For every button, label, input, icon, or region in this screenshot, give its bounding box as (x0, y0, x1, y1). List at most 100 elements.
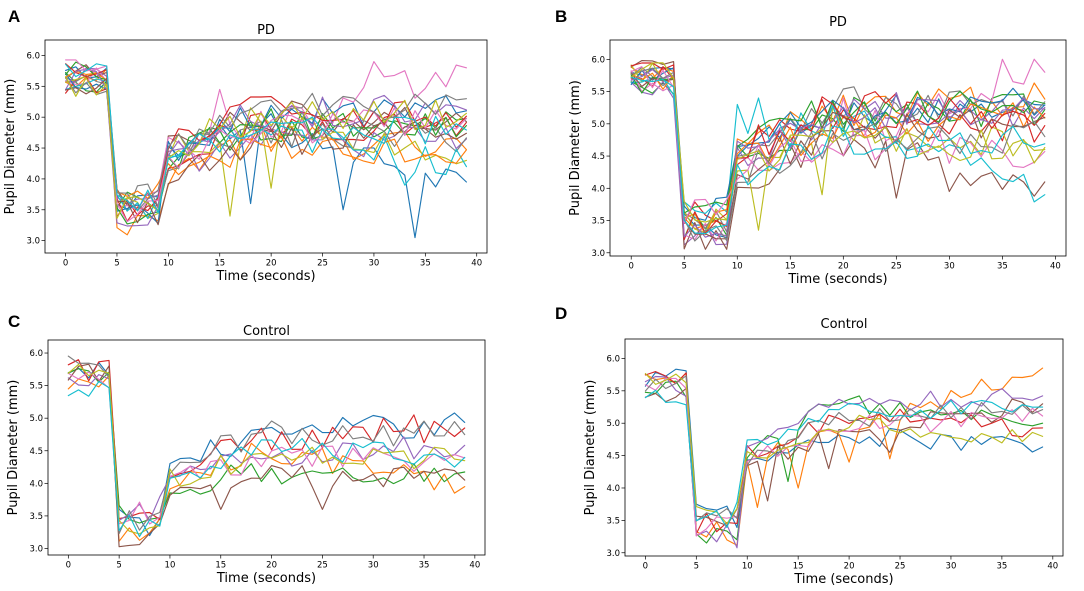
y-tick-label: 3.5 (26, 206, 40, 216)
x-tick-label: 30 (944, 262, 955, 272)
series-group (67, 355, 466, 548)
series-line-3 (67, 368, 466, 524)
x-tick-label: 10 (165, 561, 176, 571)
x-tick-label: 0 (643, 562, 648, 572)
plot-frame (624, 338, 1064, 557)
y-tick-label: 5.0 (606, 419, 620, 429)
x-tick-label: 5 (694, 562, 699, 572)
series-line-5 (67, 374, 466, 521)
y-tick-label: 3.5 (29, 512, 43, 522)
x-axis-label: Time (seconds) (787, 272, 887, 287)
x-tick-label: 10 (742, 562, 753, 572)
series-group (65, 59, 467, 239)
x-axis-label: Time (seconds) (216, 571, 316, 586)
panel-a: A PD 0 5 10 15 20 25 30 35 40 3.0 3.5 4.0 4.5 5.0 5.5 6.0… (3, 7, 488, 284)
panel-b: B PD 0 5 10 15 20 25 30 35 40 3.0 3.5 4.0 4.5 5.0 5.5 6.0… (555, 7, 1067, 287)
y-tick-label: 6.0 (26, 51, 40, 61)
series-line-6 (644, 387, 1044, 527)
chart-title: Control (243, 324, 290, 339)
y-tick-label: 4.5 (591, 152, 605, 162)
x-tick-label: 35 (996, 562, 1007, 572)
y-tick-label: 5.5 (606, 387, 620, 397)
x-tick-label: 5 (682, 262, 687, 272)
panel-letter: D (555, 304, 567, 323)
y-tick-label: 5.0 (26, 113, 40, 123)
series-line-14 (65, 63, 467, 222)
series-line-5 (644, 375, 1044, 549)
x-tick-label: 10 (163, 259, 174, 269)
x-tick-label: 20 (266, 259, 277, 269)
series-line-19 (630, 62, 1046, 223)
y-tick-label: 6.0 (606, 354, 620, 364)
y-tick-label: 5.0 (591, 120, 605, 130)
series-line-1 (644, 368, 1044, 529)
series-line-16 (65, 77, 467, 226)
x-tick-label: 35 (419, 561, 430, 571)
x-tick-label: 0 (628, 262, 633, 272)
x-tick-label: 35 (420, 259, 431, 269)
series-line-18 (630, 67, 1046, 242)
panel-letter: B (555, 7, 567, 26)
series-line-13 (630, 74, 1046, 214)
y-axis-label: Pupil Diameter (mm) (583, 380, 598, 516)
series-line-7 (644, 377, 1044, 537)
y-tick-label: 3.5 (606, 516, 620, 526)
x-axis-label: Time (seconds) (793, 572, 893, 587)
x-tick-label: 10 (732, 262, 743, 272)
series-line-9 (67, 363, 466, 535)
x-tick-label: 30 (946, 562, 957, 572)
y-tick-label: 3.0 (606, 549, 620, 559)
series-group (630, 58, 1046, 250)
chart-title: PD (829, 15, 847, 30)
series-line-17 (630, 66, 1046, 224)
series-line-3 (65, 71, 467, 211)
y-tick-label: 4.5 (606, 452, 620, 462)
plot-frame (609, 39, 1067, 257)
x-tick-label: 25 (891, 262, 902, 272)
chart-title: PD (257, 23, 275, 38)
series-line-12 (65, 70, 467, 199)
x-tick-label: 20 (844, 562, 855, 572)
series-line-19 (65, 76, 467, 219)
y-tick-label: 3.0 (29, 544, 43, 554)
series-line-14 (630, 62, 1046, 241)
x-tick-label: 25 (317, 561, 328, 571)
series-line-7 (67, 371, 466, 525)
series-line-1 (67, 361, 466, 537)
series-line-8 (67, 355, 466, 535)
chart-title: Control (821, 317, 868, 332)
x-tick-label: 30 (368, 561, 379, 571)
x-tick-label: 30 (369, 259, 380, 269)
x-tick-label: 35 (997, 262, 1008, 272)
x-tick-label: 15 (215, 561, 226, 571)
series-line-10 (630, 77, 1046, 214)
series-line-8 (65, 74, 467, 212)
y-tick-label: 5.5 (591, 88, 605, 98)
x-tick-label: 15 (793, 562, 804, 572)
series-group (644, 367, 1044, 549)
series-line-18 (65, 77, 467, 212)
series-line-17 (65, 59, 467, 223)
x-tick-label: 25 (317, 259, 328, 269)
y-tick-label: 4.0 (29, 479, 43, 489)
x-tick-label: 5 (114, 259, 119, 269)
plot-frame (47, 339, 486, 556)
x-tick-label: 40 (469, 561, 480, 571)
y-tick-label: 6.0 (29, 349, 43, 359)
y-tick-label: 6.0 (591, 55, 605, 65)
series-line-10 (65, 78, 467, 219)
x-tick-label: 15 (214, 259, 225, 269)
series-line-16 (630, 72, 1046, 240)
y-tick-label: 3.0 (26, 237, 40, 247)
y-axis-label: Pupil Diameter (mm) (6, 380, 21, 516)
x-tick-label: 40 (1047, 562, 1058, 572)
panel-letter: A (8, 7, 20, 26)
plot-frame (44, 39, 488, 254)
series-line-10 (644, 389, 1044, 528)
y-tick-label: 4.5 (29, 447, 43, 457)
series-line-20 (630, 76, 1046, 235)
x-tick-label: 20 (838, 262, 849, 272)
x-tick-label: 20 (266, 561, 277, 571)
y-tick-label: 5.5 (26, 82, 40, 92)
y-axis-label: Pupil Diameter (mm) (568, 80, 583, 216)
